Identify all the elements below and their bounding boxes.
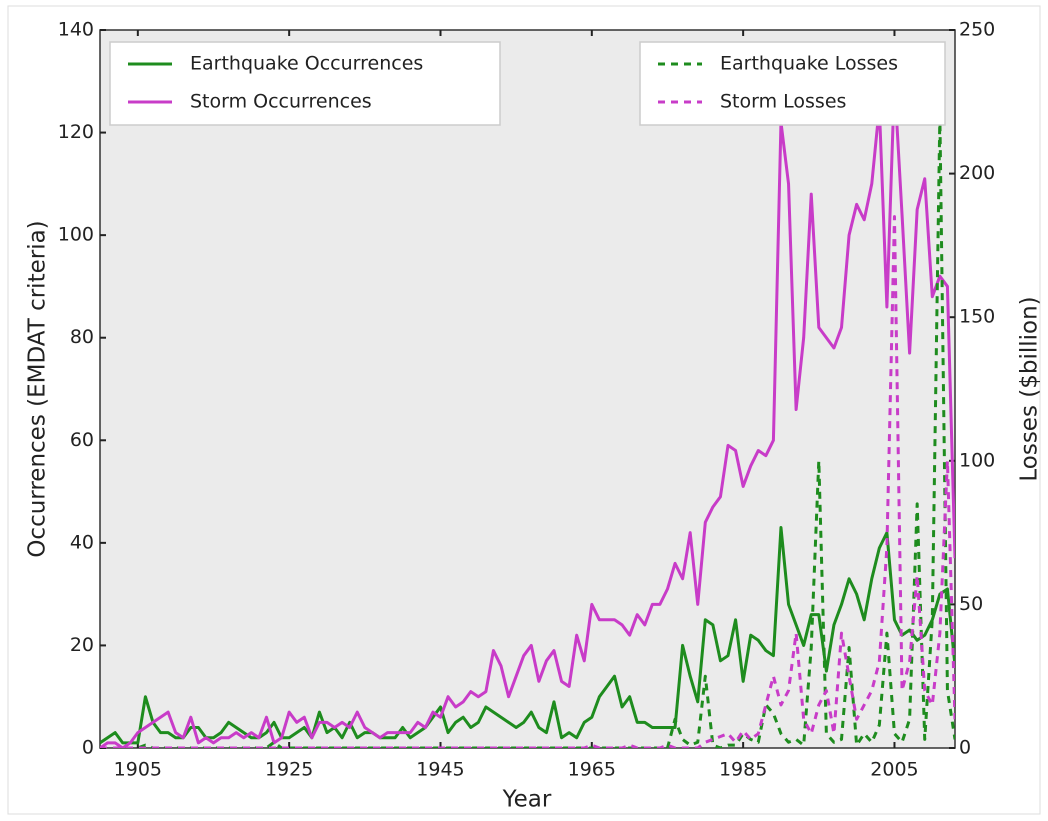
y2-tick-label: 250 (959, 19, 995, 41)
legend-box (639, 41, 946, 126)
y-axis-title: Occurrences (EMDAT criteria) (25, 220, 51, 557)
y2-tick-label: 50 (959, 593, 983, 615)
y-tick-label: 120 (58, 121, 94, 143)
legend-label: Earthquake Occurrences (190, 53, 423, 75)
y-tick-label: 0 (82, 737, 94, 759)
x-tick-label: 1905 (114, 759, 162, 781)
y2-tick-label: 0 (959, 737, 971, 759)
series-line (100, 79, 955, 748)
x-tick-label: 2005 (870, 759, 918, 781)
x-tick-label: 1925 (265, 759, 313, 781)
x-tick-label: 1965 (568, 759, 616, 781)
x-tick-label: 1985 (719, 759, 767, 781)
x-axis-title: Year (502, 787, 552, 813)
y-tick-label: 140 (58, 19, 94, 41)
series-line (100, 215, 955, 748)
y2-axis-title: Losses ($billion) (1017, 296, 1043, 481)
legend-label: Storm Losses (720, 91, 846, 113)
y-tick-label: 100 (58, 224, 94, 246)
y-tick-label: 60 (70, 429, 94, 451)
legend-label: Storm Occurrences (190, 91, 372, 113)
y-tick-label: 80 (70, 326, 94, 348)
y-tick-label: 20 (70, 634, 94, 656)
y2-tick-label: 100 (959, 449, 995, 471)
y2-tick-label: 200 (959, 162, 995, 184)
series-line (100, 525, 955, 745)
y2-tick-label: 150 (959, 306, 995, 328)
legend-label: Earthquake Losses (720, 53, 898, 75)
x-tick-label: 1945 (416, 759, 464, 781)
legend-box (109, 41, 501, 126)
plot-background (99, 29, 956, 749)
y-tick-label: 40 (70, 531, 94, 553)
